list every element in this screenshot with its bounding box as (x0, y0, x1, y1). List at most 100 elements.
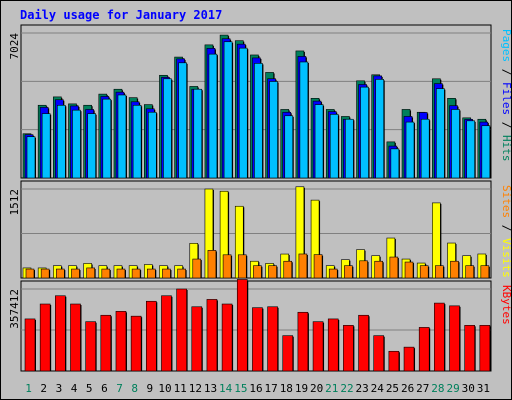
bar-kbytes (24, 318, 36, 372)
legend-files: Files (500, 82, 512, 115)
x-tick-label: 3 (56, 382, 63, 395)
x-tick-label: 31 (477, 382, 490, 395)
bar-sites (465, 265, 474, 279)
y-max-label: 7024 (8, 33, 21, 60)
bar-kbytes (418, 327, 430, 372)
x-tick-label: 13 (204, 382, 217, 395)
bar-sites (359, 260, 368, 279)
bar-pages (117, 94, 127, 179)
bar-pages (436, 88, 445, 179)
bar-pages (390, 148, 400, 179)
bar-pages (26, 136, 36, 179)
x-tick-label: 7 (116, 382, 123, 395)
bar-pages (178, 62, 187, 179)
panel-visits-sites: 1512 Sites / Visits (8, 180, 512, 279)
bar-kbytes (343, 325, 354, 372)
bar-pages (299, 61, 309, 179)
bar-kbytes (55, 295, 66, 372)
bar-kbytes (434, 302, 445, 372)
x-tick-label: 17 (265, 382, 278, 395)
bar-kbytes (161, 295, 172, 372)
bar-kbytes (282, 335, 294, 372)
x-tick-label: 18 (280, 382, 293, 395)
bar-sites (207, 250, 217, 279)
bar-sites (389, 256, 399, 279)
bar-kbytes (449, 305, 460, 372)
y-max-label: 357412 (8, 289, 21, 329)
bar-pages (420, 118, 430, 179)
bar-sites (435, 265, 444, 279)
x-tick-label: 10 (158, 382, 171, 395)
bar-kbytes (191, 306, 203, 372)
x-tick-label: 12 (189, 382, 202, 395)
x-tick-label: 21 (325, 382, 338, 395)
bar-kbytes (252, 307, 263, 372)
legend-pages: Pages (500, 29, 512, 62)
bar-pages (466, 120, 475, 179)
bar-kbytes (130, 315, 142, 372)
bar-pages (329, 114, 339, 179)
x-tick-label: 1 (25, 382, 32, 395)
bar-kbytes (85, 321, 96, 372)
series-legend: Sites / Visits (500, 185, 512, 278)
x-tick-label: 29 (446, 382, 459, 395)
x-tick-label: 26 (401, 382, 414, 395)
bar-pages (451, 109, 460, 179)
bar-sites (146, 268, 156, 279)
bar-pages (208, 53, 218, 179)
bar-kbytes (176, 288, 187, 372)
bar-kbytes (479, 325, 491, 372)
bar-pages (375, 79, 385, 179)
panel-kbytes: 357412 KBytes (8, 279, 512, 372)
bar-kbytes (358, 314, 369, 372)
x-tick-label: 20 (310, 382, 323, 395)
bar-kbytes (327, 318, 339, 372)
x-tick-label: 5 (86, 382, 93, 395)
x-tick-label: 4 (71, 382, 78, 395)
bar-sites (177, 268, 186, 279)
bar-sites (25, 268, 35, 279)
bar-sites (162, 268, 171, 279)
bar-kbytes (373, 335, 385, 372)
bar-kbytes (100, 314, 112, 372)
bar-pages (87, 113, 96, 179)
panel-hits-files-pages: 7024 Pages / Files / Hits (8, 24, 512, 179)
x-tick-label: 6 (101, 382, 108, 395)
legend-visits: Visits (500, 238, 512, 278)
bar-sites (419, 265, 429, 279)
bar-sites (101, 268, 111, 279)
bar-pages (163, 78, 172, 179)
x-tick-label: 23 (356, 382, 369, 395)
bar-sites (374, 260, 384, 279)
series-legend: Pages / Files / Hits (500, 29, 512, 162)
series-legend: KBytes (500, 285, 512, 325)
bar-pages (269, 81, 278, 179)
bar-sites (404, 261, 414, 279)
x-tick-label: 11 (174, 382, 187, 395)
bar-pages (223, 41, 233, 179)
bar-pages (102, 98, 112, 179)
series-pages (26, 41, 491, 179)
bar-sites (40, 268, 50, 279)
x-tick-label: 22 (340, 382, 353, 395)
x-tick-label: 16 (249, 382, 262, 395)
bar-sites (283, 260, 293, 279)
bar-pages (72, 109, 81, 179)
bar-pages (314, 104, 324, 179)
bar-kbytes (70, 303, 81, 372)
bar-pages (345, 118, 354, 179)
series-sites (25, 250, 490, 279)
bar-sites (222, 254, 232, 279)
bar-sites (253, 265, 262, 279)
bar-kbytes (403, 346, 415, 372)
bar-kbytes (312, 321, 324, 372)
bar-kbytes (267, 306, 278, 372)
bar-sites (328, 268, 338, 279)
x-tick-label: 27 (416, 382, 429, 395)
legend-sites: Sites (500, 185, 512, 218)
x-tick-label: 9 (147, 382, 154, 395)
bar-kbytes (206, 299, 218, 372)
bar-sites (268, 265, 277, 279)
x-tick-label: 8 (131, 382, 138, 395)
